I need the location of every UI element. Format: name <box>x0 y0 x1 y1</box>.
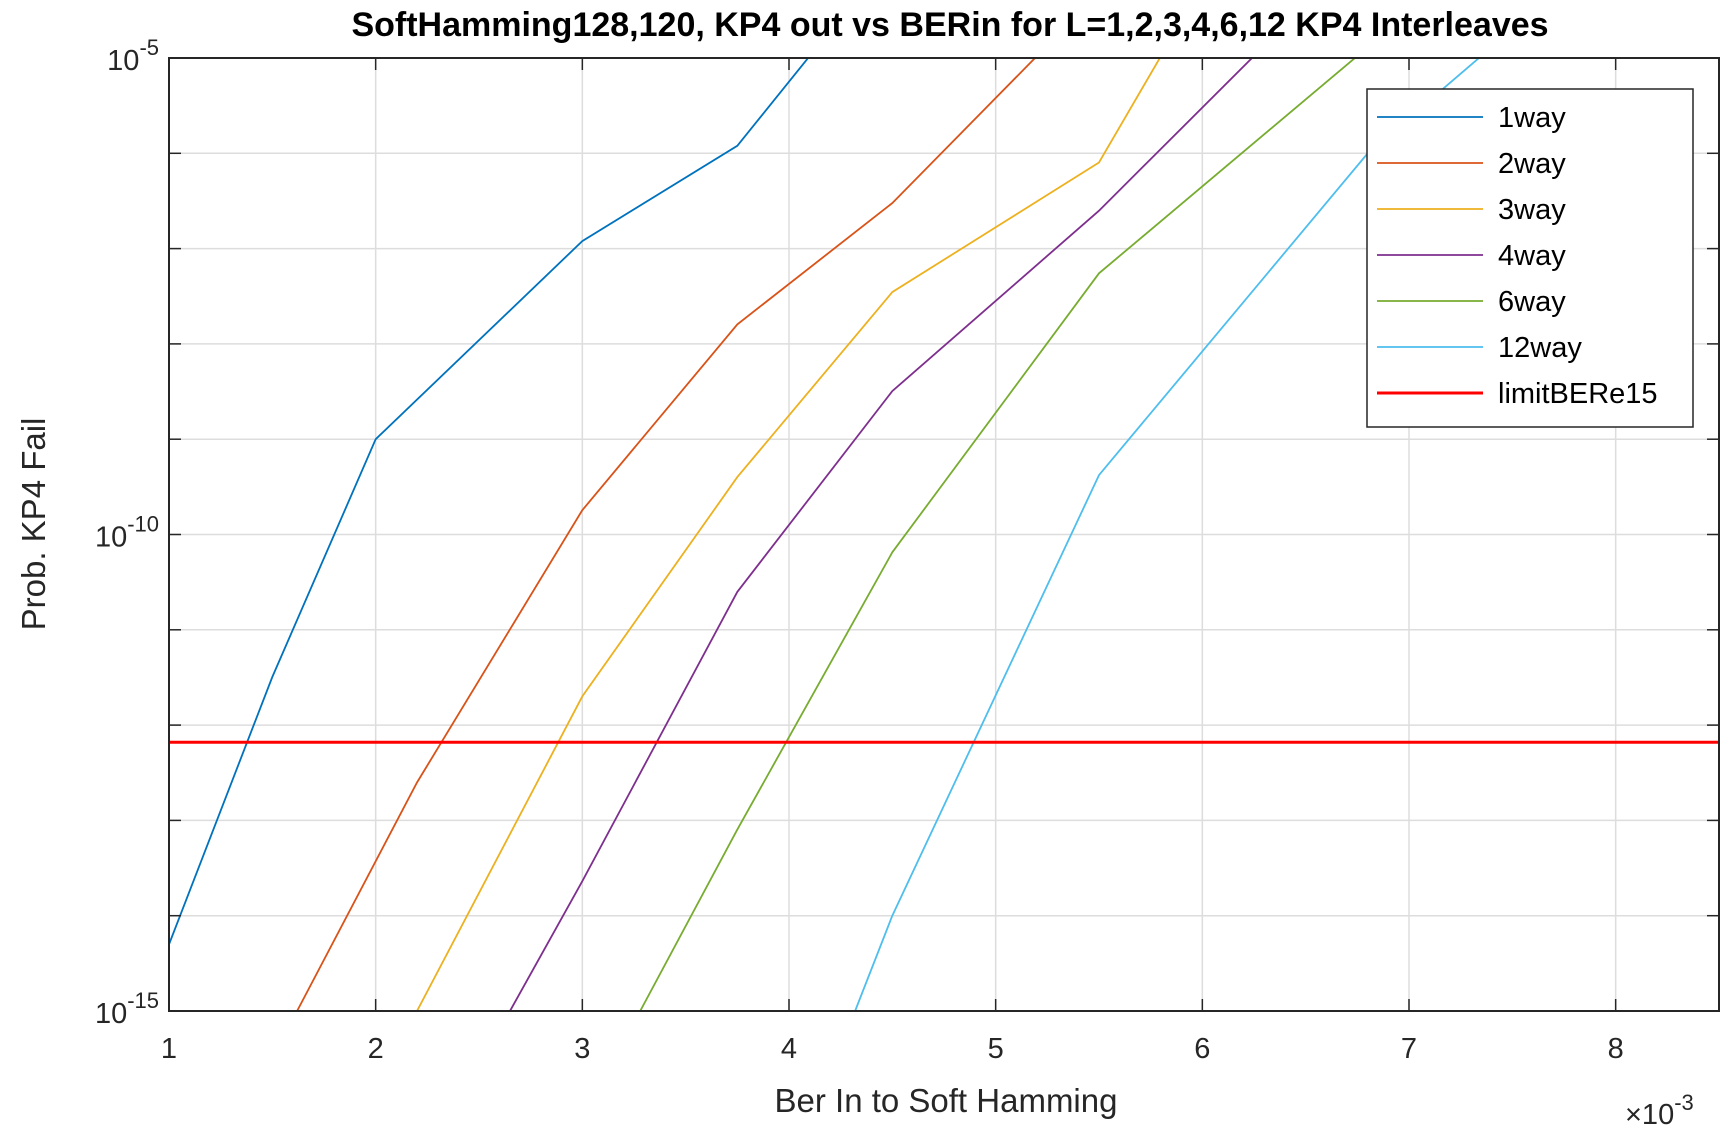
y-tick-label: 10-10 <box>95 512 159 554</box>
legend-label-2way: 2way <box>1498 148 1566 180</box>
legend-label-6way: 6way <box>1498 286 1566 318</box>
svg-text:×10-3: ×10-3 <box>1625 1090 1694 1127</box>
y-axis-ticks: 10-15 10-10 10-5 <box>95 35 1719 1030</box>
x-tick-label: 8 <box>1608 1033 1624 1065</box>
x-tick-label: 6 <box>1194 1033 1210 1065</box>
legend-label-4way: 4way <box>1498 240 1566 272</box>
x-multiplier-base: ×10 <box>1625 1099 1674 1127</box>
series-lines <box>169 58 1719 1011</box>
chart-title: SoftHamming128,120, KP4 out vs BERin for… <box>351 6 1548 44</box>
x-axis-ticks: 1 2 3 4 5 6 7 8 <box>161 58 1624 1065</box>
legend-box <box>1366 88 1694 428</box>
series-line-2way <box>296 58 1037 1011</box>
x-tick-label: 4 <box>781 1033 797 1065</box>
legend-label-limitBERe15: limitBERe15 <box>1498 378 1658 410</box>
x-multiplier-exponent: -3 <box>1674 1090 1694 1115</box>
y-axis-label: Prob. KP4 Fail <box>15 418 52 631</box>
x-tick-label: 2 <box>368 1033 384 1065</box>
x-tick-label: 1 <box>161 1033 177 1065</box>
y-tick-label: 10-5 <box>107 35 159 77</box>
x-tick-label: 5 <box>988 1033 1004 1065</box>
series-line-3way <box>416 58 1161 1011</box>
series-line-1way <box>169 58 810 945</box>
legend-label-12way: 12way <box>1498 332 1582 364</box>
legend: 1way 2way 3way 4way 6way 12way limitBERe15 <box>1366 88 1694 428</box>
x-axis-label: Ber In to Soft Hamming <box>775 1082 1118 1119</box>
x-tick-label: 3 <box>574 1033 590 1065</box>
series-line-4way <box>509 58 1254 1011</box>
legend-label-1way: 1way <box>1498 102 1566 134</box>
x-tick-label: 7 <box>1401 1033 1417 1065</box>
series-line-6way <box>639 58 1357 1011</box>
x-axis-multiplier: ×10-3 <box>1625 1090 1694 1127</box>
y-tick-label: 10-15 <box>95 988 159 1030</box>
legend-label-3way: 3way <box>1498 194 1566 226</box>
